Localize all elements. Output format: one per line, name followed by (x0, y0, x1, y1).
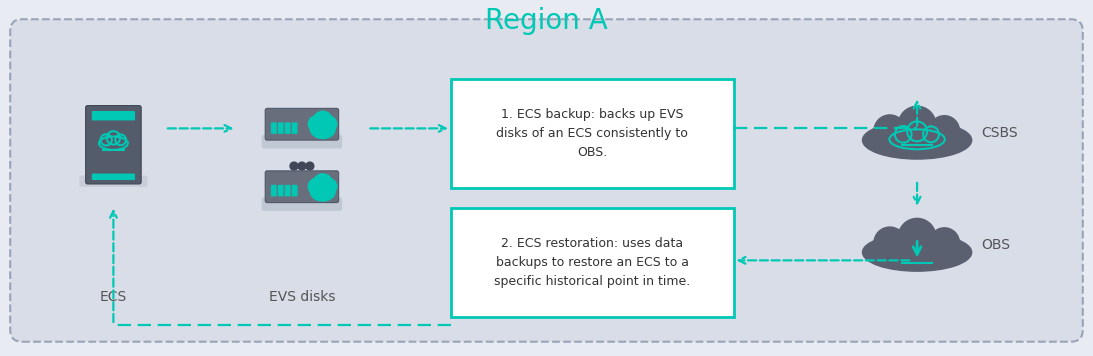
Text: EVS disks: EVS disks (269, 290, 336, 304)
Circle shape (313, 125, 317, 129)
Circle shape (308, 116, 325, 132)
Ellipse shape (99, 136, 128, 150)
Ellipse shape (890, 129, 944, 149)
Circle shape (313, 174, 332, 193)
FancyBboxPatch shape (278, 122, 284, 134)
FancyBboxPatch shape (266, 171, 339, 203)
Text: 2. ECS restoration: uses data
backups to restore an ECS to a
specific historical: 2. ECS restoration: uses data backups to… (494, 237, 691, 288)
FancyBboxPatch shape (271, 122, 277, 134)
Circle shape (319, 187, 324, 192)
Text: ECS: ECS (99, 290, 127, 304)
Circle shape (298, 162, 306, 170)
FancyBboxPatch shape (261, 197, 342, 211)
FancyBboxPatch shape (92, 111, 136, 120)
Circle shape (321, 179, 337, 194)
Text: OBS: OBS (982, 239, 1011, 252)
Circle shape (313, 187, 317, 192)
FancyBboxPatch shape (92, 173, 136, 180)
FancyBboxPatch shape (292, 185, 297, 197)
Circle shape (929, 228, 960, 258)
Circle shape (107, 131, 120, 145)
Ellipse shape (862, 234, 972, 271)
Circle shape (907, 121, 927, 141)
Circle shape (929, 116, 960, 146)
Circle shape (898, 218, 936, 256)
Circle shape (321, 116, 337, 132)
Text: Region A: Region A (485, 7, 608, 35)
Circle shape (313, 111, 332, 131)
FancyBboxPatch shape (10, 19, 1083, 342)
Circle shape (898, 106, 936, 144)
Ellipse shape (862, 121, 972, 159)
Circle shape (874, 115, 906, 147)
Circle shape (895, 126, 912, 143)
FancyBboxPatch shape (285, 185, 291, 197)
FancyBboxPatch shape (271, 185, 277, 197)
Circle shape (290, 162, 298, 170)
FancyBboxPatch shape (85, 106, 141, 184)
FancyBboxPatch shape (285, 122, 291, 134)
Text: 1. ECS backup: backs up EVS
disks of an ECS consistently to
OBS.: 1. ECS backup: backs up EVS disks of an … (496, 108, 689, 159)
FancyBboxPatch shape (266, 108, 339, 140)
FancyBboxPatch shape (80, 176, 148, 187)
Circle shape (319, 125, 324, 129)
Circle shape (924, 126, 939, 142)
FancyBboxPatch shape (450, 208, 733, 317)
Circle shape (874, 227, 906, 259)
Text: CSBS: CSBS (982, 126, 1019, 140)
FancyBboxPatch shape (450, 79, 733, 188)
FancyBboxPatch shape (292, 122, 297, 134)
Ellipse shape (310, 119, 336, 138)
Ellipse shape (310, 182, 336, 201)
Circle shape (101, 134, 111, 146)
Circle shape (306, 162, 314, 170)
FancyBboxPatch shape (278, 185, 284, 197)
Circle shape (308, 178, 325, 195)
Circle shape (115, 135, 126, 145)
FancyBboxPatch shape (261, 135, 342, 148)
